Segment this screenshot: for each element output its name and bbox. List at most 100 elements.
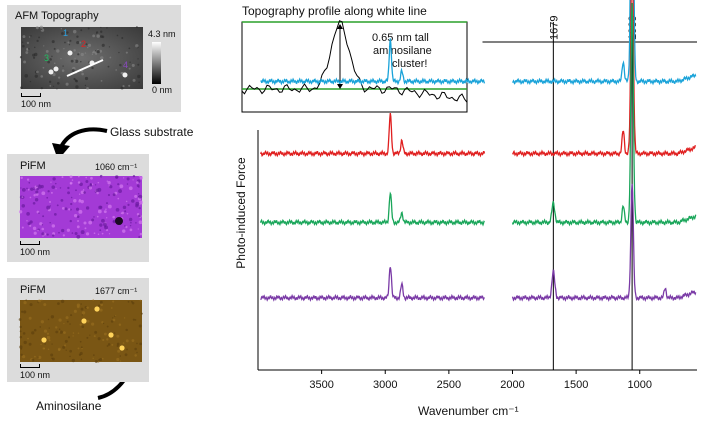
pifm-1677-bright-spot: [81, 318, 87, 324]
pifm-1677-texture-dot: [86, 336, 89, 339]
pifm-1677-texture-dot: [48, 327, 50, 329]
pifm-1677-texture-dot: [118, 323, 122, 326]
pifm-1677-texture-dot: [37, 299, 41, 303]
pifm-1060-texture-dot: [139, 200, 143, 205]
pifm-1677-texture-dot: [91, 322, 95, 326]
pifm-1677-texture-dot: [127, 300, 130, 303]
pifm-1060-texture-dot: [33, 194, 36, 197]
pifm-1677-wavenumber: 1677 cm⁻¹: [95, 286, 138, 296]
pifm-1677-texture-dot: [22, 332, 26, 335]
pifm-1677-texture-dot: [55, 326, 58, 329]
pifm-1677-texture-dot: [71, 358, 75, 363]
pifm-1060-texture-dot: [138, 175, 141, 178]
pifm-1677-texture-dot: [117, 349, 121, 353]
afm-texture-dot: [84, 52, 87, 54]
pifm-1060-texture-dot: [91, 218, 95, 222]
pifm-1677-texture-dot: [103, 332, 107, 336]
pifm-1060-texture-dot: [96, 191, 99, 195]
pifm-1060-texture-dot: [27, 188, 30, 191]
pifm-1677-texture-dot: [55, 330, 59, 334]
pifm-1677-texture-dot: [57, 347, 61, 351]
pifm-1677-texture-dot: [70, 314, 73, 317]
afm-texture-dot: [49, 58, 52, 61]
pifm-1677-texture-dot: [101, 357, 104, 360]
afm-texture-dot: [85, 43, 88, 46]
pifm-1677-image: [18, 299, 143, 363]
pifm-1677-texture-dot: [140, 312, 143, 315]
afm-texture-dot: [51, 40, 55, 44]
afm-texture-dot: [53, 62, 56, 65]
afm-texture-dot: [100, 80, 103, 82]
pifm-1060-texture-dot: [138, 214, 141, 218]
afm-texture-dot: [118, 51, 120, 54]
pifm-1677-texture-dot: [86, 319, 90, 323]
pifm-1060-texture-dot: [46, 233, 49, 236]
pifm-1677-texture-dot: [126, 348, 128, 351]
pifm-1677-texture-dot: [81, 314, 83, 316]
pifm-1060-texture-dot: [76, 234, 81, 239]
afm-texture-dot: [121, 37, 124, 40]
pifm-1677-texture-dot: [119, 360, 122, 362]
pifm-1060-texture-dot: [36, 187, 39, 191]
afm-texture-dot: [80, 29, 83, 32]
afm-texture-dot: [122, 85, 125, 88]
pifm-1677-texture-dot: [64, 339, 68, 343]
afm-texture-dot: [25, 51, 29, 54]
afm-panel: AFM Topography 4.3 nm 0 nm 1 2 3 4 100 n…: [7, 5, 181, 112]
afm-texture-dot: [38, 36, 41, 39]
pifm-1677-texture-dot: [57, 302, 60, 305]
pifm-1060-texture-dot: [132, 179, 134, 181]
pifm-1060-texture-dot: [129, 224, 132, 227]
pifm-1677-texture-dot: [69, 349, 73, 353]
pifm-1060-texture-dot: [20, 176, 23, 180]
afm-texture-dot: [132, 78, 136, 82]
afm-texture-dot: [45, 49, 49, 53]
afm-texture-dot: [64, 41, 66, 44]
afm-texture-dot: [67, 41, 70, 44]
pifm-1060-texture-dot: [136, 181, 139, 184]
pifm-1677-texture-dot: [51, 343, 53, 345]
afm-texture-dot: [71, 68, 75, 72]
pifm-1060-texture-dot: [124, 210, 127, 213]
pifm-1060-texture-dot: [67, 186, 70, 190]
pifm-1677-texture-dot: [102, 322, 105, 325]
pifm-1060-texture-dot: [69, 208, 72, 211]
pifm-1677-texture-dot: [125, 339, 129, 343]
pifm-1677-texture-dot: [19, 335, 23, 339]
pifm-1677-texture-dot: [106, 325, 109, 328]
pifm-1060-texture-dot: [105, 208, 107, 210]
pifm-1060-texture-dot: [137, 195, 140, 198]
pifm-1060-texture-dot: [126, 183, 129, 185]
pifm-1677-texture-dot: [125, 328, 128, 332]
colorbar-bottom-label: 0 nm: [152, 85, 173, 95]
pifm-1677-texture-dot: [59, 330, 63, 334]
pifm-1677-texture-dot: [106, 338, 109, 341]
afm-texture-dot: [106, 27, 108, 29]
pifm-1060-texture-dot: [41, 224, 44, 226]
pifm-1060-texture-dot: [134, 194, 138, 199]
afm-texture-dot: [52, 85, 55, 87]
x-tick-label: 2500: [437, 379, 461, 391]
pifm-1060-texture-dot: [77, 175, 80, 178]
pifm-1677-texture-dot: [93, 335, 96, 338]
afm-texture-dot: [63, 48, 65, 50]
afm-texture-dot: [128, 67, 131, 70]
pifm-1060-texture-dot: [29, 196, 32, 199]
pifm-1677-texture-dot: [107, 343, 111, 346]
pifm-1677-texture-dot: [79, 323, 82, 326]
afm-texture-dot: [108, 46, 111, 48]
pifm-1677-texture-dot: [80, 307, 84, 311]
profile-title: Topography profile along white line: [242, 4, 427, 18]
pifm-1677-texture-dot: [31, 358, 35, 362]
pifm-1677-title: PiFM: [20, 284, 46, 296]
x-tick-label: 3500: [309, 379, 333, 391]
pifm-1677-texture-dot: [94, 359, 98, 363]
series-3-segment-2: [511, 2, 697, 227]
afm-texture-dot: [138, 81, 140, 84]
pifm-1060-texture-dot: [99, 223, 103, 227]
pifm-1060-texture-dot: [78, 193, 81, 195]
pifm-1060-texture-dot: [77, 181, 81, 184]
pifm-1060-texture-dot: [21, 196, 24, 198]
afm-texture-dot: [32, 53, 36, 57]
